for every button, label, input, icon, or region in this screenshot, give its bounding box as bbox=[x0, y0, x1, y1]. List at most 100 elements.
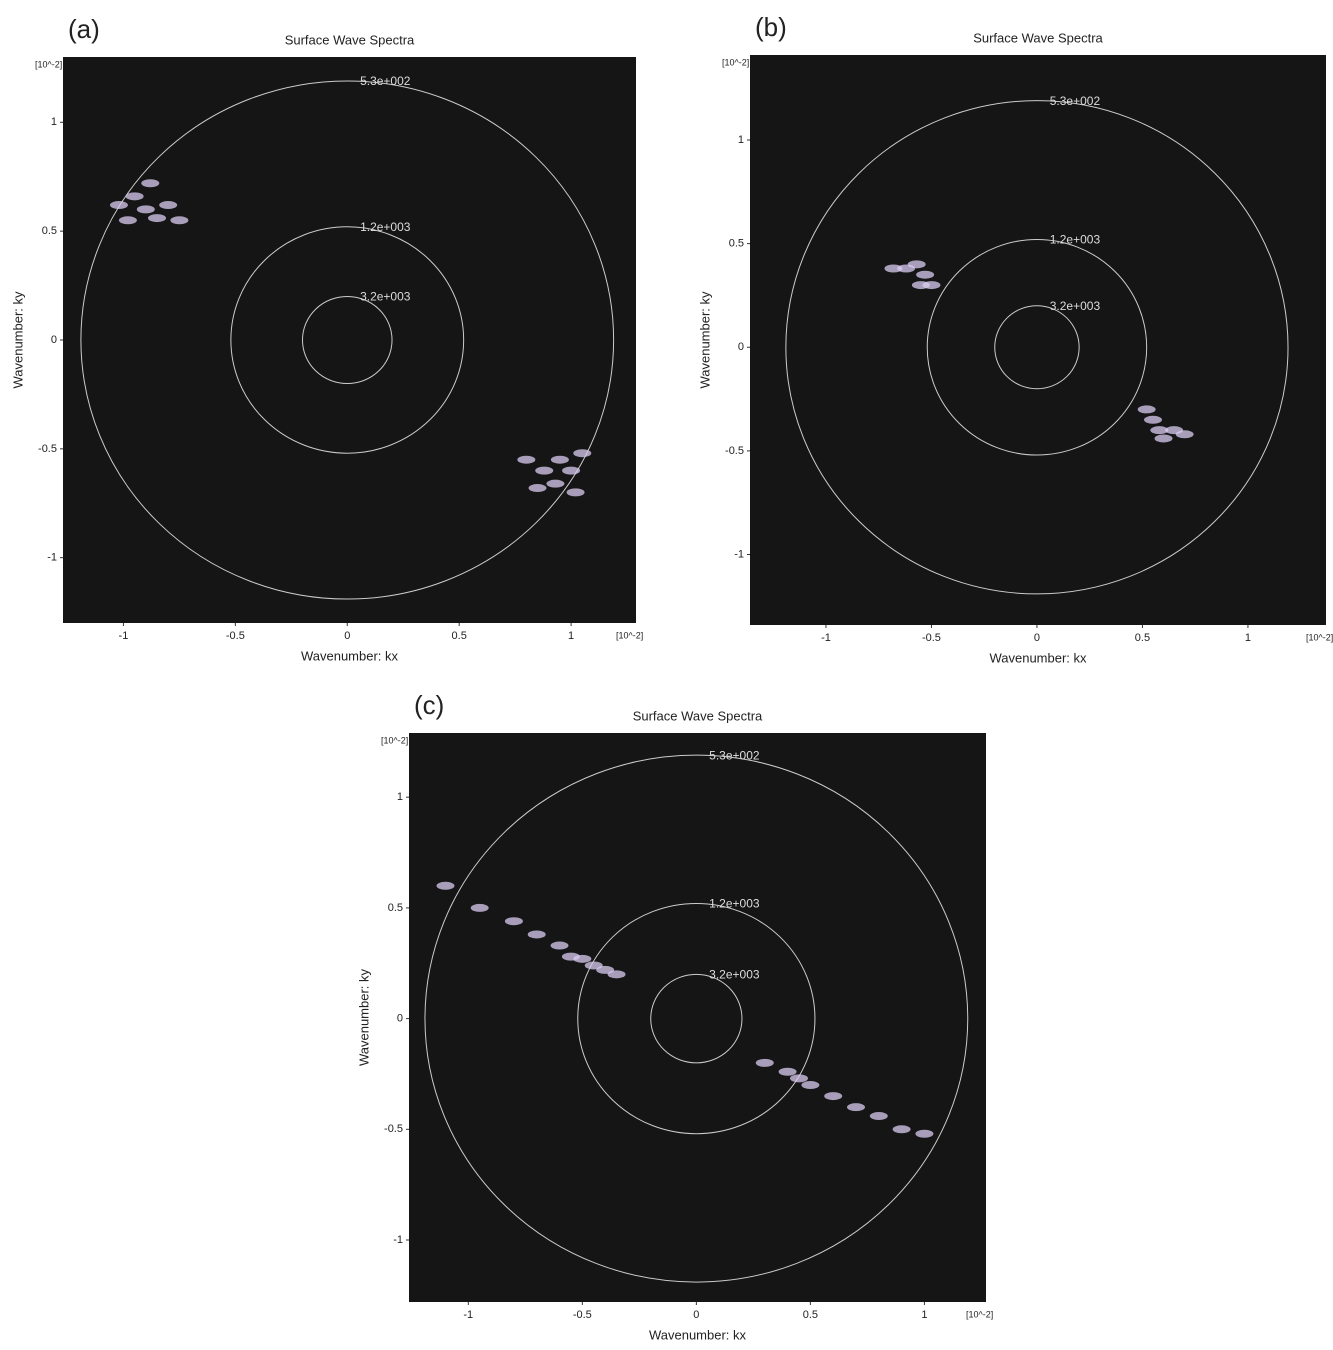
spectral-peak bbox=[1154, 434, 1173, 443]
chart-title: Surface Wave Spectra bbox=[973, 30, 1103, 45]
spectral-peak bbox=[907, 260, 926, 269]
spectral-peak bbox=[517, 455, 536, 464]
spectral-peak bbox=[118, 216, 137, 225]
spectral-peak bbox=[141, 179, 160, 188]
spectral-peak bbox=[436, 881, 455, 890]
spectral-peak bbox=[916, 270, 935, 279]
contour-ring bbox=[650, 973, 743, 1064]
chart-title: Surface Wave Spectra bbox=[633, 708, 763, 723]
y-tick-label: 1 bbox=[397, 791, 403, 803]
x-scale-label: [10^-2] bbox=[966, 1309, 993, 1319]
contour-ring bbox=[577, 902, 816, 1135]
x-tick-label: 1 bbox=[568, 630, 574, 642]
spectral-peak bbox=[915, 1129, 934, 1138]
y-tick-label: 1 bbox=[738, 134, 744, 146]
x-tick-label: 1 bbox=[1245, 632, 1251, 644]
x-axis-label: Wavenumber: kx bbox=[301, 648, 399, 663]
spectral-peak bbox=[778, 1067, 797, 1076]
spectral-peak bbox=[1143, 415, 1162, 424]
spectral-peak bbox=[573, 954, 592, 963]
spectral-peak bbox=[470, 903, 489, 912]
spectral-peak bbox=[136, 205, 155, 214]
x-tick-label: 0.5 bbox=[803, 1309, 818, 1321]
spectral-peak bbox=[566, 488, 585, 497]
spectral-peak bbox=[125, 192, 144, 201]
spectral-peak bbox=[535, 466, 554, 475]
x-axis-label: Wavenumber: kx bbox=[649, 1327, 747, 1342]
x-tick-label: 0.5 bbox=[1135, 632, 1150, 644]
y-tick-label: -1 bbox=[734, 548, 744, 560]
panel-label: (b) bbox=[755, 12, 787, 42]
x-tick-label: -1 bbox=[119, 630, 129, 642]
y-tick-label: 1 bbox=[51, 116, 57, 128]
panel-label: (a) bbox=[68, 14, 100, 44]
x-tick-label: 1 bbox=[921, 1309, 927, 1321]
x-tick-label: 0 bbox=[1034, 632, 1040, 644]
x-tick-label: 0 bbox=[693, 1309, 699, 1321]
spectral-peak bbox=[1150, 426, 1169, 435]
plot-area bbox=[750, 55, 1326, 625]
x-tick-label: -1 bbox=[821, 632, 831, 644]
spectral-peak bbox=[159, 201, 178, 210]
contour-ring bbox=[80, 80, 615, 600]
x-scale-label: [10^-2] bbox=[1306, 632, 1333, 642]
spectral-peak bbox=[573, 449, 592, 458]
y-axis-label: Wavenumber: ky bbox=[10, 291, 25, 389]
y-tick-label: -1 bbox=[47, 552, 57, 564]
spectral-peak bbox=[801, 1081, 820, 1090]
spectral-peak bbox=[892, 1125, 911, 1134]
spectral-peak bbox=[109, 201, 128, 210]
spectral-peak bbox=[546, 479, 565, 488]
x-tick-label: 0.5 bbox=[452, 630, 467, 642]
spectral-peak bbox=[869, 1112, 888, 1121]
y-tick-label: 0.5 bbox=[388, 902, 403, 914]
y-tick-label: -0.5 bbox=[725, 445, 744, 457]
spectral-peak bbox=[528, 484, 547, 493]
contour-label: 1.2e+003 bbox=[709, 897, 760, 911]
y-axis-label: Wavenumber: ky bbox=[697, 291, 712, 389]
contour-label: 3.2e+003 bbox=[709, 967, 760, 981]
contour-ring bbox=[230, 226, 465, 454]
spectral-peak bbox=[170, 216, 189, 225]
y-tick-label: 0 bbox=[738, 341, 744, 353]
panel-label: (c) bbox=[414, 690, 444, 720]
plot-area bbox=[409, 733, 986, 1302]
spectral-peak bbox=[562, 466, 581, 475]
spectral-peak bbox=[789, 1074, 808, 1083]
spectral-peak bbox=[550, 941, 569, 950]
spectral-peak bbox=[607, 970, 626, 979]
spectral-peak bbox=[911, 281, 930, 290]
spectral-peak bbox=[755, 1058, 774, 1067]
y-tick-label: -0.5 bbox=[38, 443, 57, 455]
spectral-peak bbox=[824, 1092, 843, 1101]
spectral-peak bbox=[1175, 430, 1194, 439]
y-scale-label: [10^-2] bbox=[722, 57, 749, 67]
x-tick-label: -1 bbox=[463, 1309, 473, 1321]
contour-ring bbox=[785, 100, 1289, 595]
x-tick-label: -0.5 bbox=[922, 632, 941, 644]
spectral-peak bbox=[884, 264, 903, 273]
spectral-peak bbox=[504, 917, 523, 926]
contour-ring bbox=[301, 295, 393, 385]
spectral-peak bbox=[148, 214, 167, 223]
x-tick-label: -0.5 bbox=[226, 630, 245, 642]
panel: (b) Surface Wave Spectra 5.3e+002 1.2e+003 3… bbox=[697, 12, 1333, 666]
x-axis-label: Wavenumber: kx bbox=[989, 650, 1087, 665]
contour-label: 5.3e+002 bbox=[1050, 94, 1101, 108]
panel: (a) Surface Wave Spectra 5.3e+002 1.2e+003 3… bbox=[10, 14, 643, 664]
y-tick-label: -1 bbox=[393, 1234, 403, 1246]
plot-area bbox=[63, 57, 636, 623]
contour-label: 3.2e+003 bbox=[1050, 299, 1101, 313]
x-scale-label: [10^-2] bbox=[616, 630, 643, 640]
panel: (c) Surface Wave Spectra 5.3e+002 1.2e+003 3… bbox=[356, 690, 993, 1343]
contour-label: 3.2e+003 bbox=[360, 290, 411, 304]
contour-label: 1.2e+003 bbox=[360, 220, 411, 234]
contour-label: 5.3e+002 bbox=[360, 74, 411, 88]
x-tick-label: 0 bbox=[344, 630, 350, 642]
spectral-peak bbox=[527, 930, 546, 939]
y-tick-label: 0 bbox=[397, 1013, 403, 1025]
spectral-peak bbox=[550, 455, 569, 464]
y-tick-label: -0.5 bbox=[384, 1123, 403, 1135]
y-scale-label: [10^-2] bbox=[35, 59, 62, 69]
